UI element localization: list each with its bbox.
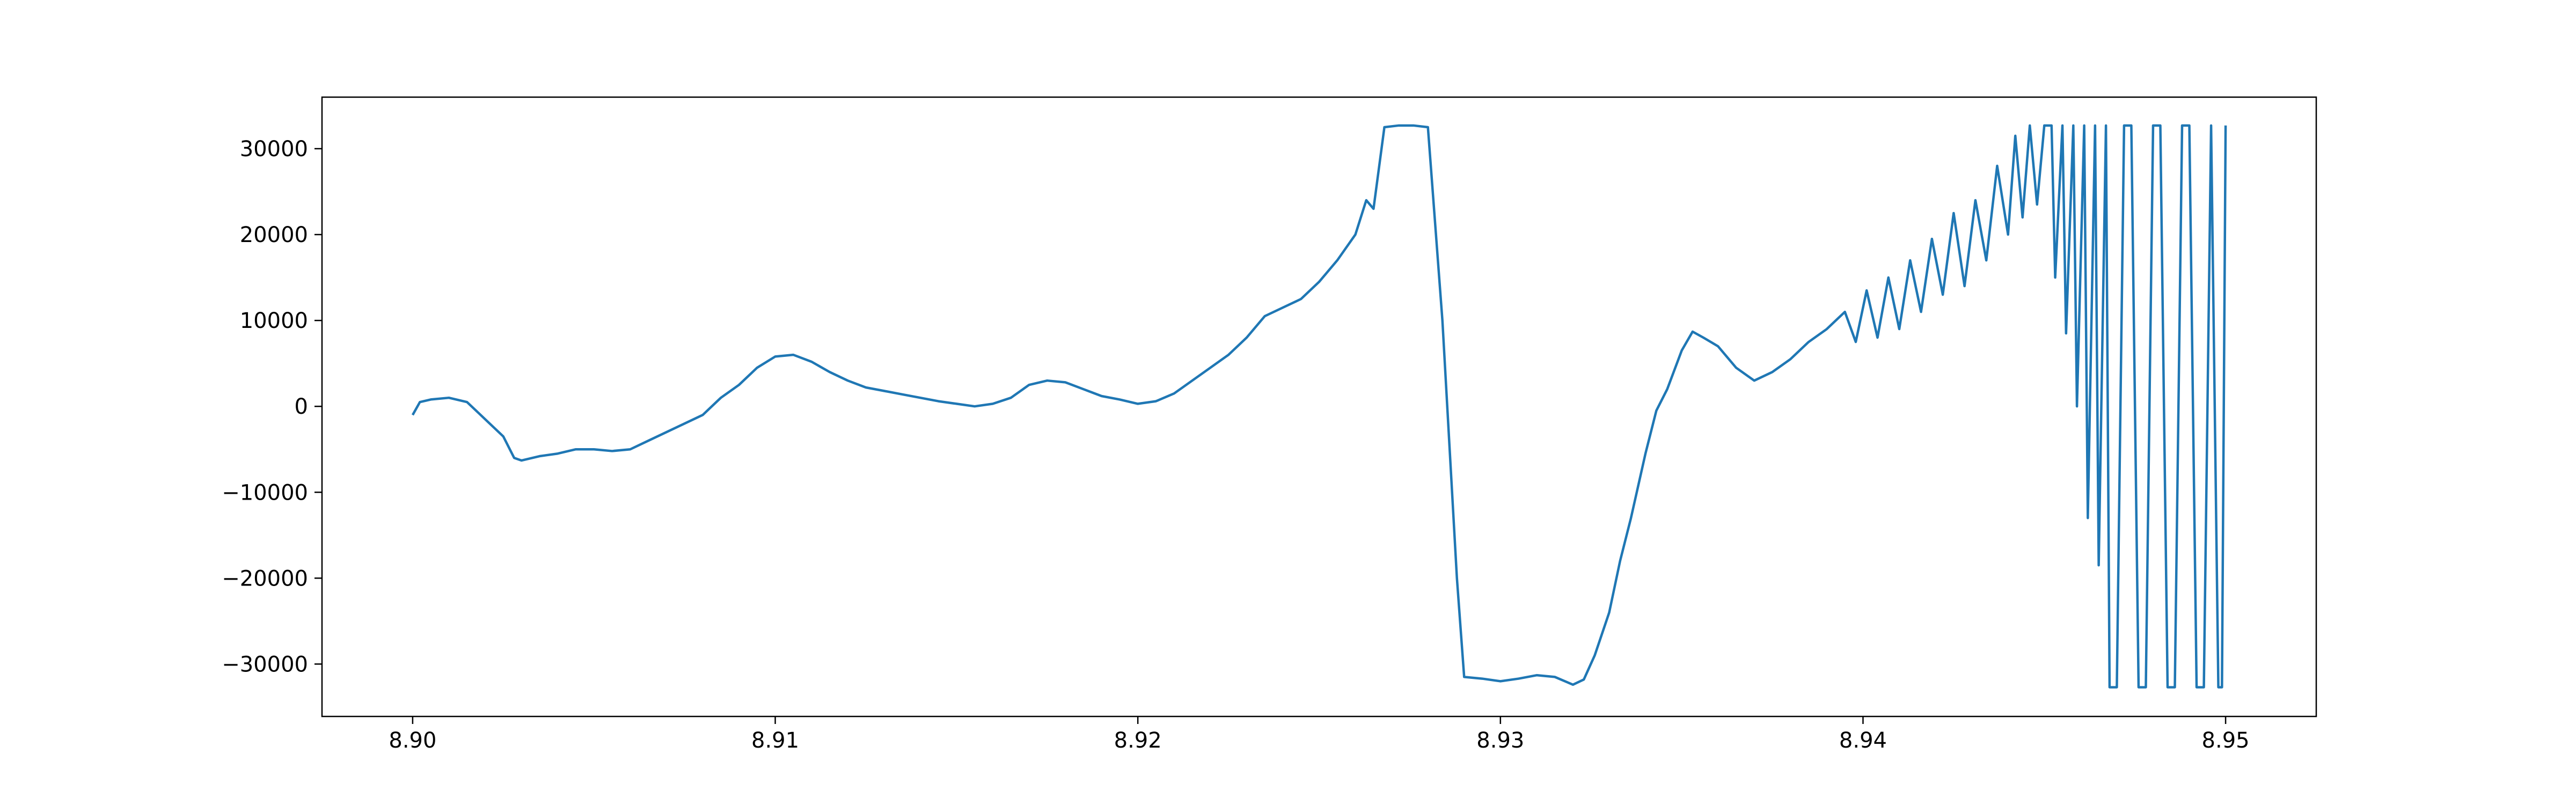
x-tick-label: 8.90 <box>389 728 436 753</box>
y-tick-label: −20000 <box>222 566 308 591</box>
data-line <box>411 124 2227 689</box>
y-tick-label: 20000 <box>240 223 308 247</box>
y-tick-label: 10000 <box>240 309 308 333</box>
y-tick-label: −30000 <box>222 652 308 677</box>
x-tick-label: 8.91 <box>751 728 799 753</box>
x-tick-label: 8.95 <box>2202 728 2250 753</box>
x-tick-label: 8.93 <box>1476 728 1524 753</box>
y-tick-label: 30000 <box>240 137 308 162</box>
y-tick-label: 0 <box>295 394 308 419</box>
plot-frame <box>321 96 2317 718</box>
x-tick-label: 8.92 <box>1114 728 1162 753</box>
x-tick-label: 8.94 <box>1839 728 1887 753</box>
y-tick-label: −10000 <box>222 480 308 505</box>
